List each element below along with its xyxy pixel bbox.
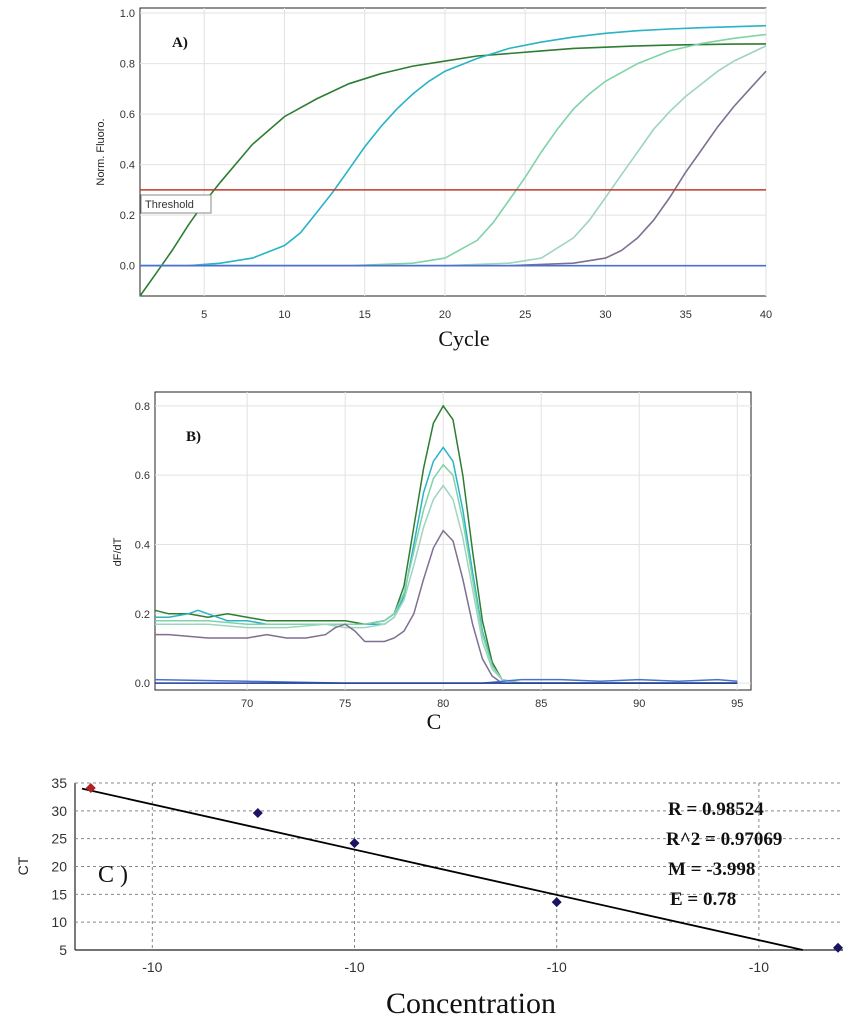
panel-a-label: A) xyxy=(172,35,188,51)
stat-slope: M = -3.998 xyxy=(668,859,755,880)
panel-c-stats: R = 0.98524 R^2 = 0.97069 M = -3.998 E =… xyxy=(666,799,782,910)
panel-a-x-tick: 30 xyxy=(599,309,611,321)
panel-c-x-axis-label: Concentration xyxy=(386,987,556,1020)
panel-b-y-tick: 0.6 xyxy=(135,470,150,482)
panel-a-y-tick: 0.4 xyxy=(120,160,135,172)
panel-c-y-axis-label: CT xyxy=(15,856,31,875)
panel-c-x-tick: -10 xyxy=(547,959,567,975)
panel-c-ticks: 5 10 15 20 25 30 35 -10 -10 -10 -10 xyxy=(51,775,769,975)
panel-c-points xyxy=(85,783,843,953)
panel-c-y-tick: 35 xyxy=(51,775,67,791)
panel-b-y-axis-label: dF/dT xyxy=(112,537,124,566)
panel-a-y-tick: 0.6 xyxy=(120,109,135,121)
panel-b-series-line-5 xyxy=(155,529,738,684)
panel-a-y-tick: 0.8 xyxy=(120,59,135,71)
panel-b-ticks: 70 75 80 85 90 95 0.0 0.2 0.4 0.6 0.8 xyxy=(135,401,744,710)
panel-c-chart: 5 10 15 20 25 30 35 -10 -10 -10 -10 C ) CT Concent… xyxy=(15,775,843,1020)
panel-a-x-tick: 20 xyxy=(439,309,451,321)
panel-a-series-line-5 xyxy=(140,70,767,267)
panel-a-plot-area xyxy=(139,7,767,297)
panel-a-ticks: 5 10 15 20 25 30 35 40 0.0 0.2 0.4 0.6 0.8 1.0 xyxy=(120,8,772,321)
panel-b-chart: 70 75 80 85 90 95 0.0 0.2 0.4 0.6 0.8 B) dF/dT C xyxy=(112,391,752,734)
panel-c-y-tick: 20 xyxy=(51,859,67,875)
panel-c-y-tick: 30 xyxy=(51,803,67,819)
threshold-label: Threshold xyxy=(145,199,194,211)
panel-c-data-point-4 xyxy=(551,897,562,908)
panel-a-series-line-3 xyxy=(140,33,767,267)
panel-a-y-tick: 0.0 xyxy=(120,261,135,273)
panel-b-label: B) xyxy=(186,429,201,445)
panel-c-data-point-1 xyxy=(85,783,96,794)
panel-b-y-tick: 0.8 xyxy=(135,401,150,413)
panel-c-x-tick: -10 xyxy=(749,959,769,975)
panel-c-y-tick: 10 xyxy=(51,914,67,930)
panel-c-data-point-5 xyxy=(833,942,843,953)
panel-a-x-tick: 5 xyxy=(201,309,207,321)
panel-a-x-tick: 40 xyxy=(760,309,772,321)
panel-b-y-tick: 0.0 xyxy=(135,678,150,690)
panel-b-x-tick: 95 xyxy=(731,698,743,710)
panel-b-x-axis-label: C xyxy=(427,709,442,734)
panel-c-data-point-2 xyxy=(252,808,263,819)
stat-efficiency: E = 0.78 xyxy=(670,889,736,910)
panel-c-y-tick: 25 xyxy=(51,831,67,847)
panel-c-label: C ) xyxy=(98,862,128,888)
panel-a-x-tick: 35 xyxy=(680,309,692,321)
panel-b-x-tick: 70 xyxy=(241,698,253,710)
panel-b-series xyxy=(154,404,738,684)
panel-a-chart: 5 10 15 20 25 30 35 40 0.0 0.2 0.4 0.6 0.8 1.0 Thresh… xyxy=(95,7,772,351)
panel-b-series-line-4 xyxy=(155,484,738,684)
panel-b-x-tick: 90 xyxy=(633,698,645,710)
panel-b-y-tick: 0.4 xyxy=(135,539,150,551)
stat-r: R = 0.98524 xyxy=(668,799,764,820)
panel-b-series-line-1 xyxy=(154,404,738,684)
panel-a-series-line-4 xyxy=(140,45,767,267)
panel-c-y-tick: 15 xyxy=(51,886,67,902)
threshold-label-box xyxy=(140,194,212,214)
panel-c-x-tick: -10 xyxy=(142,959,162,975)
panel-a-x-tick: 15 xyxy=(359,309,371,321)
stat-r-squared: R^2 = 0.97069 xyxy=(666,829,782,850)
panel-a-y-tick: 0.2 xyxy=(120,210,135,222)
panel-b-x-tick: 75 xyxy=(339,698,351,710)
panel-b-y-tick: 0.2 xyxy=(135,609,150,621)
panel-a-series xyxy=(139,24,767,297)
panel-c-grid xyxy=(75,782,843,950)
panel-b-x-tick: 85 xyxy=(535,698,547,710)
panel-c-x-tick: -10 xyxy=(344,959,364,975)
panel-b-x-tick: 80 xyxy=(437,698,449,710)
panel-a-x-tick: 25 xyxy=(519,309,531,321)
panel-c-data-point-3 xyxy=(349,838,360,849)
panel-a-y-axis-label: Norm. Fluoro. xyxy=(95,118,107,185)
panel-c-y-tick: 5 xyxy=(59,942,67,958)
panel-a-x-axis-label: Cycle xyxy=(438,326,489,351)
panel-a-series-line-2 xyxy=(140,24,767,267)
panel-a-y-tick: 1.0 xyxy=(120,8,135,20)
panel-c-fit-line xyxy=(81,787,804,951)
panel-a-x-tick: 10 xyxy=(278,309,290,321)
